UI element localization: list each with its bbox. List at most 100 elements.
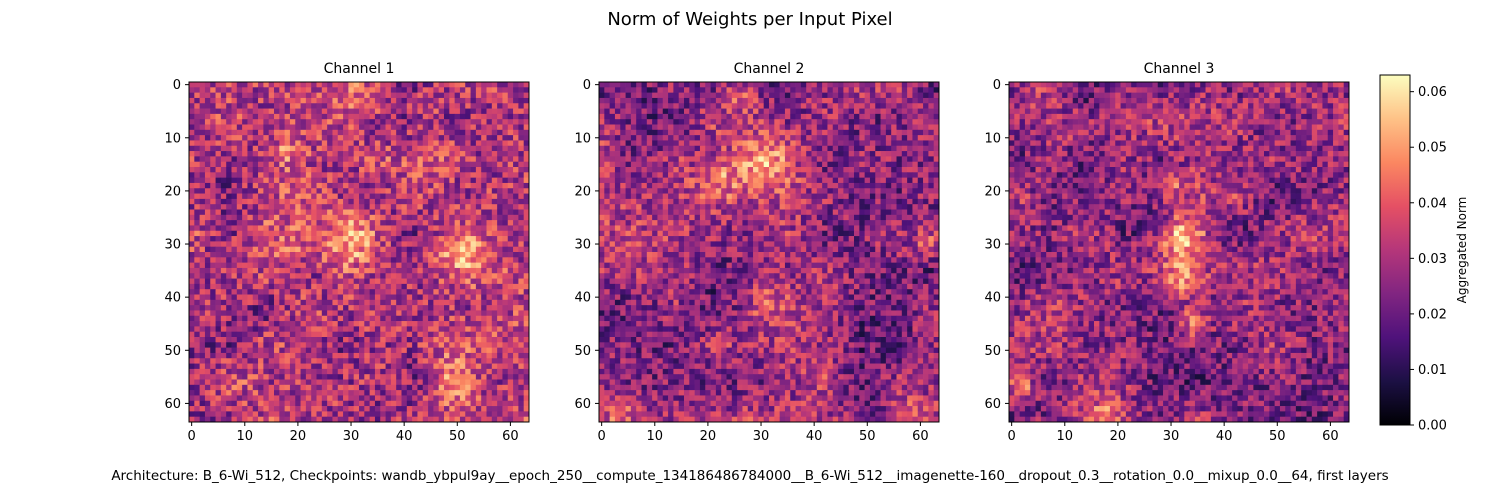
heatmap-cell [263, 321, 270, 327]
heatmap-cell [422, 342, 429, 348]
heatmap-cell [620, 135, 626, 141]
heatmap-cell [348, 225, 355, 232]
heatmap-cell [652, 145, 658, 152]
heatmap-cell [194, 113, 200, 120]
heatmap-cell [459, 225, 466, 232]
heatmap-cell [343, 299, 349, 306]
heatmap-cell [258, 374, 264, 380]
heatmap-cell [513, 395, 519, 402]
heatmap-cell [422, 326, 429, 333]
heatmap-cell [459, 119, 466, 125]
heatmap-cell [364, 326, 370, 333]
heatmap-cell [486, 220, 493, 226]
heatmap-cell [189, 257, 195, 263]
heatmap-cell [385, 321, 392, 327]
heatmap-cell [353, 204, 360, 210]
heatmap-cell [199, 113, 206, 120]
heatmap-cell [433, 257, 440, 263]
heatmap-cell [470, 326, 477, 333]
heatmap-cell [417, 135, 424, 141]
heatmap-cell [247, 182, 254, 189]
heatmap-cell [790, 129, 796, 136]
heatmap-cell [433, 241, 440, 248]
heatmap-cell [343, 129, 349, 136]
heatmap-cell [295, 267, 301, 274]
heatmap-cell [268, 416, 275, 423]
heatmap-cell [486, 193, 493, 200]
heatmap-cell [481, 241, 487, 248]
heatmap-cell [657, 92, 664, 99]
heatmap-cell [359, 347, 365, 354]
heatmap-cell [215, 113, 222, 120]
heatmap-cell [194, 358, 200, 364]
heatmap-cell [599, 129, 605, 136]
heatmap-cell [609, 108, 616, 115]
heatmap-cell [337, 310, 344, 317]
heatmap-cell [380, 384, 386, 391]
heatmap-cell [923, 135, 929, 141]
heatmap-cell [374, 273, 381, 279]
heatmap-cell [199, 416, 206, 423]
heatmap-cell [189, 198, 195, 205]
heatmap-cell [353, 411, 360, 418]
heatmap-cell [337, 331, 344, 338]
heatmap-cell [412, 379, 418, 386]
heatmap-cell [284, 273, 291, 279]
heatmap-cell [486, 82, 493, 88]
heatmap-cell [854, 129, 860, 136]
heatmap-cell [869, 87, 876, 93]
heatmap-cell [747, 140, 754, 147]
heatmap-cell [274, 347, 280, 354]
heatmap-cell [800, 124, 807, 131]
heatmap-cell [465, 331, 471, 338]
heatmap-cell [731, 92, 738, 99]
heatmap-cell [481, 198, 487, 205]
heatmap-cell [321, 326, 328, 333]
heatmap-cell [353, 172, 360, 178]
heatmap-cell [444, 236, 450, 242]
heatmap-cell [465, 384, 471, 391]
heatmap-cell [332, 406, 339, 412]
heatmap-cell [220, 363, 227, 370]
heatmap-cell [348, 193, 355, 200]
heatmap-cell [348, 161, 355, 168]
heatmap-cell [470, 305, 477, 311]
heatmap-cell [699, 124, 706, 131]
heatmap-cell [359, 151, 365, 157]
heatmap-cell [199, 103, 206, 109]
heatmap-cell [236, 172, 243, 178]
panel-title: Channel 2 [734, 61, 805, 77]
heatmap-cell [438, 326, 445, 333]
heatmap-cell [599, 124, 605, 131]
heatmap-cell [465, 108, 471, 115]
heatmap-cell [742, 145, 749, 152]
heatmap-cell [380, 262, 386, 269]
heatmap-cell [475, 204, 482, 210]
heatmap-cell [268, 310, 275, 317]
heatmap-cell [247, 406, 254, 412]
heatmap-cell [199, 119, 206, 125]
heatmap-cell [311, 321, 317, 327]
heatmap-cell [673, 140, 680, 147]
heatmap-cell [406, 411, 413, 418]
heatmap-cell [390, 167, 397, 173]
heatmap-cell [390, 363, 397, 370]
heatmap-cell [475, 177, 482, 184]
heatmap-cell [896, 103, 903, 109]
heatmap-cell [816, 108, 823, 115]
heatmap-cell [412, 358, 418, 364]
heatmap-cell [507, 103, 514, 109]
heatmap-cell [242, 113, 248, 120]
heatmap-cell [869, 108, 876, 115]
heatmap-cell [337, 315, 344, 322]
heatmap-cell [422, 161, 429, 168]
heatmap-cell [497, 145, 503, 152]
heatmap-cell [630, 113, 637, 120]
heatmap-cell [220, 135, 227, 141]
heatmap-cell [268, 273, 275, 279]
heatmap-cell [444, 273, 450, 279]
heatmap-cell [721, 97, 727, 104]
heatmap-cell [475, 246, 482, 253]
heatmap-cell [226, 209, 232, 216]
heatmap-cell [311, 204, 317, 210]
